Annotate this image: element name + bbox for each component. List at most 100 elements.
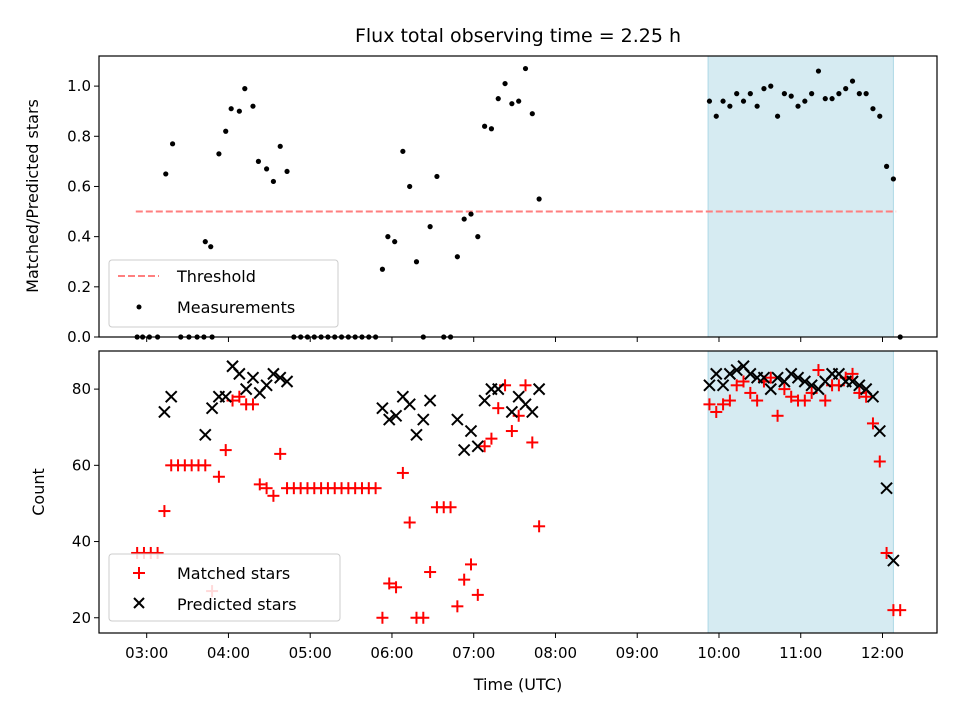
measurement-point — [407, 183, 413, 190]
predicted-marker-b — [471, 440, 485, 453]
bottom-y-tick-label: 40 — [72, 533, 91, 551]
predicted-star-marker — [805, 379, 818, 392]
top-y-tick-label: 0.2 — [67, 278, 91, 296]
measurement-point — [529, 111, 535, 117]
predicted-marker-b — [880, 481, 893, 495]
measurement-point — [202, 239, 208, 245]
bottom-axes-frame — [98, 350, 938, 634]
top-y-tick-label: 0.8 — [67, 127, 91, 145]
matched-star-marker — [253, 478, 266, 491]
measurement-point — [461, 216, 467, 222]
matched-star-marker — [866, 417, 879, 430]
legend-threshold-label: Threshold — [176, 267, 256, 286]
measurement-point — [863, 91, 869, 97]
bottom-marks — [131, 360, 907, 624]
x-tick-label: 12:00 — [861, 644, 904, 662]
matched-star-marker — [812, 364, 825, 377]
predicted-star-marker — [798, 375, 812, 388]
measurement-point — [413, 259, 420, 265]
top-legend-box — [108, 259, 339, 328]
matched-star-marker — [710, 405, 723, 418]
matched-star-marker — [771, 409, 784, 422]
predicted-marker-b — [737, 360, 750, 373]
predicted-marker-b — [274, 371, 287, 384]
predicted-star-marker — [233, 367, 246, 381]
matched-star-marker — [212, 470, 225, 483]
predicted-star-marker — [866, 390, 880, 403]
legend-measurements-swatch — [136, 304, 142, 310]
predicted-star-marker — [764, 382, 777, 396]
predicted-star-marker — [205, 401, 219, 415]
predicted-marker-b — [866, 390, 880, 403]
matched-star-marker — [505, 425, 518, 438]
measurement-point — [829, 96, 835, 102]
predicted-marker-b — [710, 367, 723, 381]
measurement-point — [236, 108, 242, 114]
matched-star-marker — [390, 581, 403, 594]
predicted-star-marker — [403, 398, 416, 411]
predicted-marker-b — [730, 363, 743, 377]
top-legend: Threshold Measurements — [108, 259, 339, 328]
predicted-star-marker — [492, 382, 505, 396]
measurement-point — [720, 98, 726, 104]
predicted-star-marker — [880, 481, 893, 495]
measurement-point — [740, 98, 747, 104]
matched-star-marker — [785, 390, 798, 403]
matched-star-marker — [485, 432, 498, 445]
predicted-star-marker — [383, 413, 396, 426]
matched-star-marker — [880, 546, 893, 559]
matched-star-marker — [478, 440, 491, 453]
predicted-star-marker — [703, 379, 716, 392]
measurement-point — [468, 211, 474, 217]
predicted-marker-b — [376, 401, 389, 415]
predicted-star-marker — [451, 413, 464, 426]
predicted-marker-b — [784, 367, 798, 381]
legend-predicted-swatch — [133, 597, 145, 609]
predicted-marker-b — [239, 382, 253, 396]
measurement-point — [870, 106, 876, 112]
predicted-star-marker — [246, 371, 260, 384]
predicted-marker-b — [846, 375, 859, 388]
chart-title: Flux total observing time = 2.25 h — [355, 25, 681, 47]
predicted-marker-b — [383, 413, 396, 426]
predicted-marker-b — [158, 405, 171, 419]
matched-star-marker — [744, 386, 757, 399]
matched-star-marker — [471, 588, 484, 601]
x-tick-label: 07:00 — [452, 644, 495, 662]
measurement-point — [883, 163, 890, 169]
predicted-star-marker — [410, 428, 423, 442]
measurement-point — [890, 176, 896, 182]
measurement-point — [208, 244, 214, 250]
predicted-marker-b — [233, 367, 246, 381]
predicted-marker-b — [526, 405, 539, 419]
matched-star-marker — [846, 367, 859, 380]
measurement-point — [815, 68, 822, 74]
matched-star-marker — [403, 516, 416, 529]
x-tick-label: 04:00 — [207, 644, 250, 662]
matched-star-marker — [894, 604, 907, 617]
matched-star-marker — [246, 398, 259, 411]
measurement-point — [509, 101, 515, 107]
measurement-point — [795, 103, 801, 109]
matched-star-marker — [519, 379, 532, 392]
matched-star-marker — [219, 444, 232, 457]
predicted-marker-b — [267, 367, 280, 381]
predicted-marker-b — [532, 382, 546, 396]
matched-star-marker — [396, 466, 409, 479]
measurement-point — [385, 234, 391, 240]
measurement-point — [802, 98, 808, 104]
bottom-y-tick-label: 60 — [72, 456, 91, 474]
predicted-marker-b — [219, 390, 232, 403]
predicted-star-marker — [376, 401, 389, 415]
predicted-star-marker — [389, 409, 403, 422]
measurement-point — [255, 158, 262, 164]
predicted-marker-b — [887, 554, 900, 567]
matched-star-marker — [703, 398, 716, 411]
matched-star-marker — [369, 482, 382, 495]
measurement-point — [284, 168, 290, 175]
predicted-marker-b — [464, 424, 478, 438]
bottom-legend: Matched stars Predicted stars — [108, 553, 341, 622]
measurement-point — [427, 224, 433, 230]
predicted-marker-b — [396, 390, 410, 403]
